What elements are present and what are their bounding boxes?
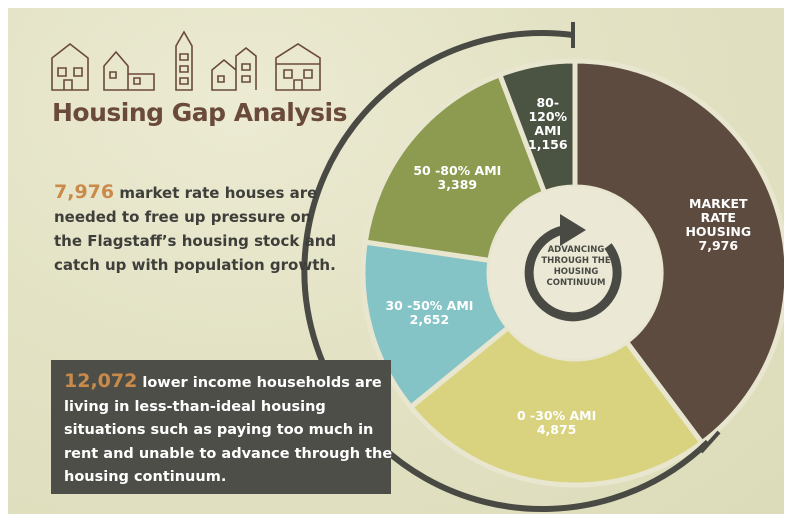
segment-label: MARKET RATE HOUSING 7,976 [671,197,766,253]
infographic: Housing Gap Analysis 7,976 market rate h… [8,8,784,514]
progress-arc [301,30,711,513]
segment-label: 0 -30% AMI 4,875 [502,407,612,437]
highlight: 7,976 [54,181,115,203]
segment-label: 50 -80% AMI 3,389 [402,164,512,192]
note-box [51,360,391,494]
category-label: 80-120% AMI [528,95,568,139]
value-label: 4,875 [536,421,577,437]
value-label: 3,389 [437,177,478,193]
note: 7,976 market rate houses are needed to f… [54,180,344,277]
value-label: 7,976 [698,238,739,254]
segment-label: 80-120% AMI 1,156 [520,96,575,152]
title: Housing Gap Analysis [52,98,347,127]
chart [51,22,784,513]
highlight: 12,072 [64,370,138,392]
note-text: lower income households are living in le… [64,375,393,485]
cycle-arrow [524,225,622,322]
note-text: market rate houses are needed to free up… [54,184,337,274]
value-label: 1,156 [528,137,568,153]
center-disc [489,187,661,359]
center-label: ADVANCING THROUGH THE HOUSING CONTINUUM [541,245,611,288]
house-icons [51,30,321,91]
category-label: 50 -80% AMI [413,163,502,179]
donut-segment [572,58,784,447]
segment-label: 30 -50% AMI 2,652 [374,299,484,327]
category-label: 0 -30% AMI [516,407,597,423]
note: 12,072 lower income households are livin… [64,370,394,490]
category-label: MARKET RATE HOUSING [685,196,752,240]
category-label: 30 -50% AMI [385,298,474,314]
arc-end [699,430,721,454]
value-label: 2,652 [409,312,450,328]
arrow-head [560,214,586,246]
